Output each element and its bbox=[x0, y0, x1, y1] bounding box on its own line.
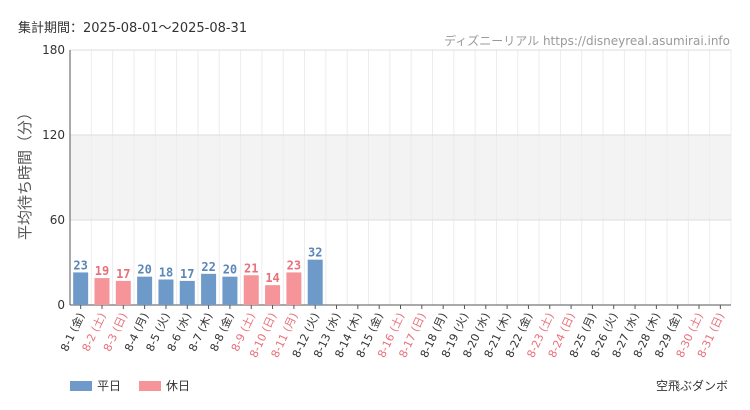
bar-10 bbox=[265, 285, 281, 305]
data-label: 23 bbox=[73, 258, 87, 272]
bar-9 bbox=[243, 275, 259, 305]
legend-label-weekday: 平日 bbox=[97, 379, 122, 393]
data-label: 22 bbox=[201, 260, 215, 274]
bar-5 bbox=[158, 279, 174, 305]
bar-11 bbox=[286, 272, 302, 305]
data-label: 20 bbox=[223, 263, 237, 277]
y-tick-label: 0 bbox=[57, 298, 65, 312]
bar-3 bbox=[115, 280, 131, 305]
data-label: 18 bbox=[159, 266, 173, 280]
bar-2 bbox=[94, 278, 110, 305]
data-label: 14 bbox=[265, 271, 279, 285]
legend-item-weekday: 平日 bbox=[70, 377, 121, 394]
data-label: 17 bbox=[116, 267, 130, 281]
bar-4 bbox=[137, 276, 153, 305]
attraction-name: 空飛ぶダンボ bbox=[655, 379, 728, 393]
data-label: 21 bbox=[244, 261, 258, 275]
bar-12 bbox=[307, 259, 323, 305]
bar-1 bbox=[73, 272, 89, 305]
bar-7 bbox=[201, 273, 217, 305]
site-credit: ディズニーリアル https://disneyreal.asumirai.inf… bbox=[444, 34, 730, 48]
data-label: 32 bbox=[308, 246, 322, 260]
legend: 平日 休日 bbox=[70, 377, 190, 394]
bar-6 bbox=[179, 280, 195, 305]
legend-label-holiday: 休日 bbox=[166, 379, 191, 393]
data-label: 20 bbox=[137, 263, 151, 277]
legend-item-holiday: 休日 bbox=[139, 377, 190, 394]
data-label: 17 bbox=[180, 267, 194, 281]
period-label: 集計期間：2025-08-01〜2025-08-31 bbox=[18, 21, 248, 36]
legend-swatch-weekday bbox=[70, 380, 92, 391]
data-label: 19 bbox=[95, 264, 109, 278]
y-tick-label: 180 bbox=[42, 43, 65, 57]
band-60-120 bbox=[70, 135, 731, 220]
y-tick-label: 60 bbox=[50, 213, 65, 227]
y-tick-label: 120 bbox=[42, 128, 65, 142]
data-label: 23 bbox=[287, 258, 301, 272]
legend-swatch-holiday bbox=[139, 380, 162, 391]
bar-8 bbox=[222, 276, 238, 305]
